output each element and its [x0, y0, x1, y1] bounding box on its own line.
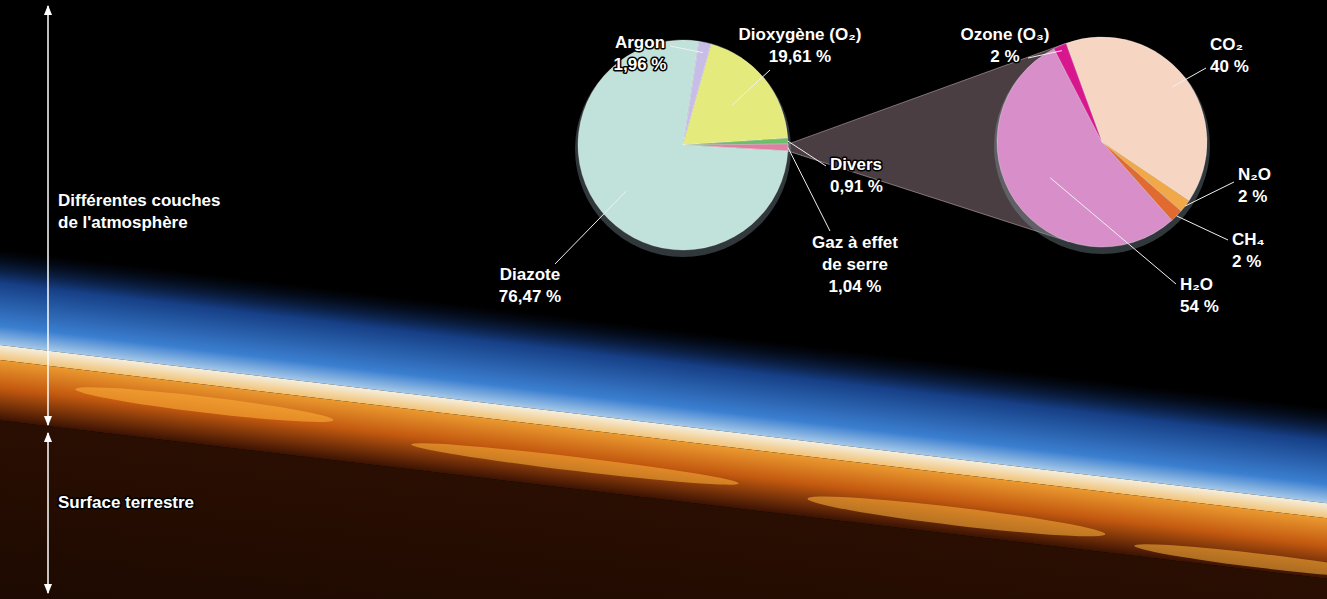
glow-streak — [74, 381, 334, 428]
pie-slice — [997, 49, 1172, 247]
pie-rim — [575, 41, 791, 257]
chart-svg: Différentes couchesde l'atmosphère Surfac… — [0, 0, 1327, 599]
slice-value: 19,61 % — [769, 47, 831, 66]
annotation-arrow — [47, 6, 49, 425]
pie-0 — [575, 40, 791, 257]
slice-label: Gaz à effetde serre — [812, 233, 898, 274]
annotations: Différentes couchesde l'atmosphère Surfac… — [48, 6, 221, 593]
slice-label: Divers — [830, 155, 882, 174]
slice-label: Dioxygène (O₂) — [739, 25, 862, 44]
slice-label: H₂O — [1180, 275, 1213, 294]
slice-value: 2 % — [1232, 252, 1261, 271]
leader-line — [732, 70, 770, 105]
slice-label: Diazote — [500, 265, 560, 284]
leader-line — [1172, 68, 1206, 87]
slice-value: 1,96 % — [614, 55, 667, 74]
slice-label: N₂O — [1238, 165, 1271, 184]
leader-line — [1185, 182, 1234, 206]
leader-line — [788, 141, 826, 166]
background — [0, 0, 1327, 599]
leader-line — [788, 148, 830, 231]
glow-streak — [806, 490, 1106, 543]
slice-value: 1,04 % — [829, 277, 882, 296]
ground-band — [0, 396, 1327, 599]
leader-line — [1177, 216, 1228, 240]
chart-root: Différentes couchesde l'atmosphère Surfac… — [0, 0, 1327, 599]
slice-value: 54 % — [1180, 297, 1219, 316]
glow-streak — [410, 437, 739, 490]
pie-slice — [578, 40, 788, 250]
slice-value: 2 % — [1238, 187, 1267, 206]
slice-value: 40 % — [1210, 57, 1249, 76]
slice-label: CO₂ — [1210, 35, 1243, 54]
leader-line — [1050, 178, 1176, 284]
slice-label: Argon — [615, 33, 665, 52]
slice-label: Ozone (O₃) — [960, 25, 1049, 44]
annotation-arrow — [47, 433, 49, 593]
slice-value: 76,47 % — [499, 287, 561, 306]
glow-streak — [1133, 539, 1327, 584]
leader-line — [670, 46, 703, 53]
leader-line — [555, 191, 626, 264]
pie-slice — [1054, 43, 1102, 142]
pie-labels-0: Argon 1,96 % Dioxygène (O₂) 19,61 % Divers 0,… — [499, 25, 899, 306]
slice-value: 2 % — [990, 47, 1019, 66]
slice-label: CH₄ — [1232, 230, 1265, 249]
leader-line — [1028, 51, 1062, 58]
annotation: Surface terrestre — [58, 493, 194, 512]
annotation: Différentes couchesde l'atmosphère — [58, 191, 221, 232]
slice-value: 0,91 % — [830, 177, 883, 196]
pie-labels-1: CO₂ 40 % N₂O 2 % CH₄ 2 % H₂O 54 % Ozone (O₃) 2 % — [960, 25, 1271, 316]
horizon — [0, 227, 1327, 599]
